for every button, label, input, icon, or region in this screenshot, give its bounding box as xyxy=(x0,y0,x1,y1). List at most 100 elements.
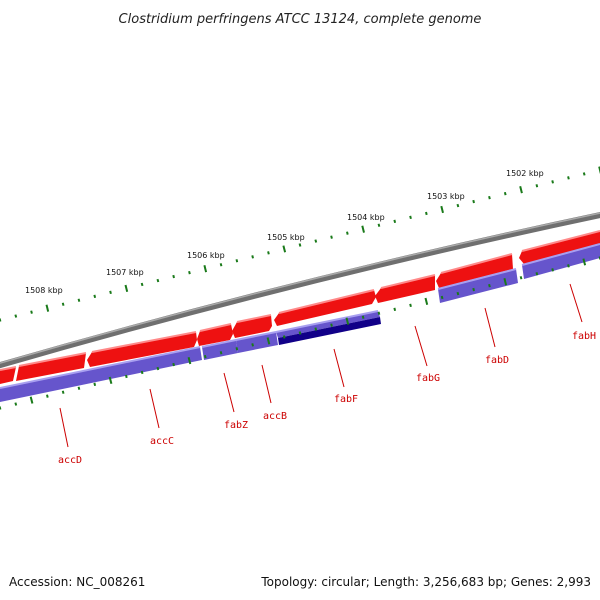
minor-tick xyxy=(456,291,460,296)
gene-label-leaders xyxy=(59,283,583,448)
cds-arrow[interactable] xyxy=(232,315,272,338)
minor-tick xyxy=(503,191,507,196)
minor-tick xyxy=(298,331,302,335)
minor-tick xyxy=(488,283,491,288)
cds-bar[interactable] xyxy=(278,317,381,345)
minor-tick xyxy=(188,270,191,275)
cds-bar[interactable] xyxy=(276,311,380,338)
cds-bar[interactable] xyxy=(522,244,600,279)
minor-tick xyxy=(393,219,397,224)
minor-tick xyxy=(140,370,144,375)
major-tick xyxy=(519,186,523,194)
gene-label-fabd[interactable]: fabD xyxy=(485,355,509,366)
cds-arrow[interactable] xyxy=(0,367,16,384)
minor-tick xyxy=(409,215,412,220)
gene-label-fabf[interactable]: fabF xyxy=(334,394,358,405)
cds-bar[interactable] xyxy=(236,332,278,353)
map-title: Clostridium perfringens ATCC 13124, comp… xyxy=(119,12,482,27)
major-tick xyxy=(503,278,508,286)
minor-tick xyxy=(440,295,444,300)
tick-label: 1503 kbp xyxy=(427,192,465,201)
minor-tick xyxy=(140,282,144,287)
tick-label: 1506 kbp xyxy=(187,251,225,260)
minor-tick xyxy=(30,310,33,314)
minor-tick xyxy=(551,180,554,184)
minor-tick xyxy=(472,287,475,292)
cds-bar[interactable] xyxy=(202,340,238,360)
cds-bar[interactable] xyxy=(0,347,202,402)
minor-tick xyxy=(235,347,239,351)
tick-label: 1507 kbp xyxy=(106,268,144,277)
major-tick xyxy=(203,265,208,273)
minor-tick xyxy=(93,382,97,387)
minor-tick xyxy=(14,314,18,318)
minor-tick xyxy=(472,199,475,204)
minor-tick xyxy=(109,290,112,295)
accession-text: Accession: NC_008261 xyxy=(9,575,145,589)
major-tick xyxy=(108,376,113,385)
minor-tick xyxy=(519,276,523,280)
major-tick xyxy=(582,258,587,266)
minor-tick xyxy=(377,223,381,227)
cds-arrow[interactable] xyxy=(436,254,513,288)
minor-tick xyxy=(567,264,570,268)
outer-tick-ring xyxy=(0,166,600,322)
major-tick xyxy=(282,245,287,253)
gene-label-fabz[interactable]: fabZ xyxy=(224,420,248,431)
cds-arrow[interactable] xyxy=(519,231,600,264)
minor-tick xyxy=(251,343,254,347)
major-tick xyxy=(29,396,34,404)
minor-tick xyxy=(567,176,570,180)
minor-tick xyxy=(456,203,460,208)
minor-tick xyxy=(219,351,223,355)
major-tick xyxy=(345,317,350,325)
tick-labels: 1502 kbp 1503 kbp 1504 kbp 1505 kbp 1506… xyxy=(25,169,544,295)
minor-tick xyxy=(282,335,286,339)
gene-label-fabg[interactable]: fabG xyxy=(416,373,440,384)
gene-label-accd[interactable]: accD xyxy=(58,455,82,466)
minor-tick xyxy=(409,303,412,308)
major-tick xyxy=(440,205,444,214)
minor-tick xyxy=(314,239,318,243)
tick-label: 1504 kbp xyxy=(347,213,385,222)
minor-tick xyxy=(314,327,318,331)
minor-tick xyxy=(535,272,539,276)
minor-tick xyxy=(203,354,207,359)
minor-tick xyxy=(298,243,302,247)
minor-tick xyxy=(93,294,97,299)
minor-tick xyxy=(77,386,81,390)
forward-cds-track xyxy=(0,230,600,384)
inner-tick-ring xyxy=(0,256,600,410)
minor-tick xyxy=(551,268,554,272)
cds-arrow[interactable] xyxy=(375,275,435,303)
tick-label: 1505 kbp xyxy=(267,233,305,242)
minor-tick xyxy=(425,211,428,216)
cds-arrow[interactable] xyxy=(197,324,233,346)
major-tick xyxy=(424,297,429,306)
gene-label-accc[interactable]: accC xyxy=(150,436,174,447)
cds-arrow[interactable] xyxy=(16,353,86,381)
major-tick xyxy=(266,337,271,345)
minor-tick xyxy=(582,172,586,176)
major-tick xyxy=(187,356,192,365)
major-tick xyxy=(124,284,129,293)
minor-tick xyxy=(77,298,81,302)
minor-tick xyxy=(172,274,175,279)
cds-arrow[interactable] xyxy=(87,332,197,367)
backbone-circle xyxy=(0,212,600,369)
minor-tick xyxy=(235,259,239,263)
gene-label-accb[interactable]: accB xyxy=(263,411,287,422)
gene-labels: fabH fabD fabG fabF accB fabZ accC accD xyxy=(58,331,596,466)
minor-tick xyxy=(172,362,175,367)
major-tick xyxy=(598,166,600,174)
minor-tick xyxy=(251,255,254,259)
minor-tick xyxy=(393,307,397,312)
minor-tick xyxy=(535,184,539,188)
minor-tick xyxy=(46,394,49,398)
gene-label-fabh[interactable]: fabH xyxy=(572,331,596,342)
cds-arrow[interactable] xyxy=(274,290,376,326)
backbone-highlight xyxy=(0,212,600,364)
major-tick xyxy=(361,225,365,233)
minor-tick xyxy=(267,251,270,255)
